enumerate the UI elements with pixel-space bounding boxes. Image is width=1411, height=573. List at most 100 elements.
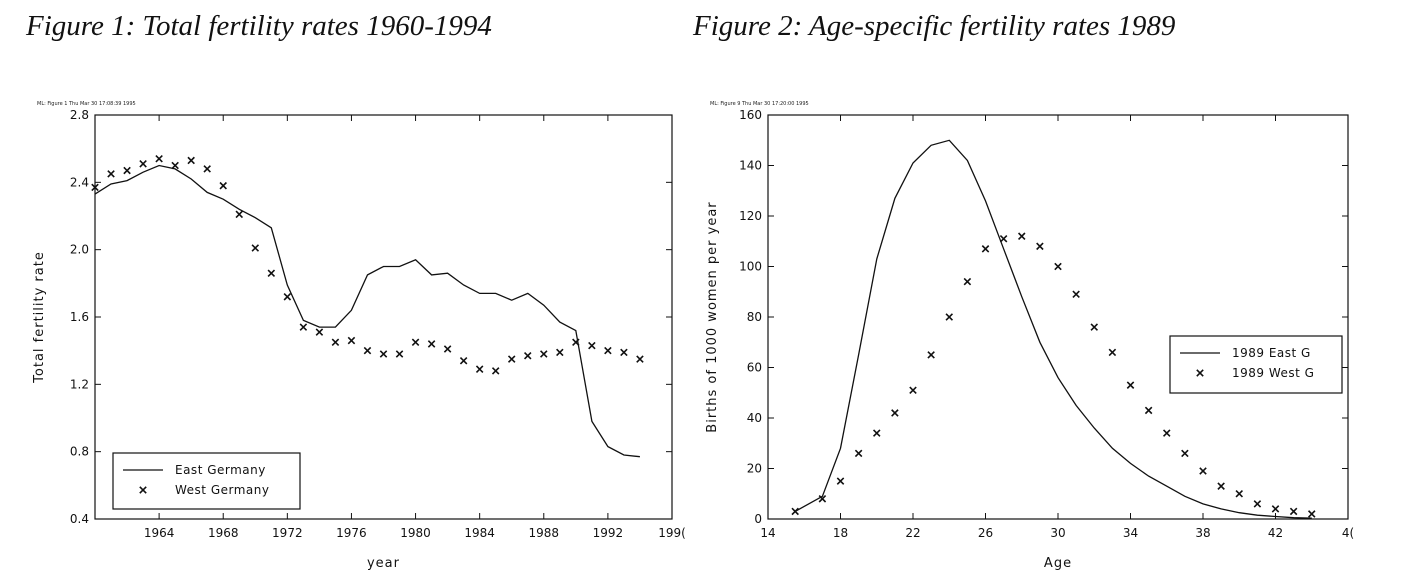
chart2-1989-west-g-point	[836, 477, 845, 485]
chart1-x-tick-label: 199(	[658, 526, 686, 540]
chart1-y-tick-label: 2.8	[70, 108, 89, 122]
chart2-y-tick-label: 20	[747, 462, 762, 476]
chart1-west-germany-point	[588, 341, 596, 350]
chart2-1989-west-g-point	[1090, 323, 1099, 331]
chart1-west-germany-point	[123, 166, 131, 175]
chart1-west-germany-point	[604, 346, 612, 355]
chart2-1989-east-g-line	[794, 139, 1312, 519]
chart1-x-tick-label: 1968	[208, 526, 239, 540]
chart2-1989-west-g-point	[1307, 510, 1316, 518]
chart1-west-germany-point	[411, 338, 420, 347]
chart1-west-germany-point	[636, 355, 644, 363]
chart1-west-germany-point	[139, 160, 147, 168]
chart1-west-germany-point	[283, 293, 292, 301]
chart2-x-tick-label: 30	[1050, 526, 1065, 540]
chart1-west-germany-point	[523, 351, 532, 360]
chart2-legend-1989-west-g-label: 1989 West G	[1232, 366, 1314, 380]
chart2-1989-west-g-point	[854, 449, 863, 458]
chart2-1989-west-g-point	[1126, 381, 1135, 389]
chart2-1989-west-g-point	[927, 351, 935, 359]
chart1-west-germany-point	[475, 365, 484, 373]
chart1-west-germany-point	[363, 346, 372, 355]
chart2-x-axis-label: Age	[1044, 556, 1072, 571]
chart1-west-germany-point	[507, 355, 516, 363]
chart2-legend-box	[1169, 335, 1343, 394]
chart1-legend-west-germany-label: West Germany	[175, 483, 269, 497]
chart1-x-tick-label: 1976	[336, 526, 367, 540]
chart2-1989-west-g-point	[791, 507, 799, 516]
chart1-x-axis-label: year	[367, 556, 400, 571]
chart2-y-tick-label: 0	[754, 512, 762, 526]
chart1-y-tick-label: 0.8	[70, 445, 89, 459]
chart1-west-germany-point	[267, 269, 276, 277]
chart2-x-tick-label: 42	[1268, 526, 1283, 540]
chart1-x-tick-label: 1984	[464, 526, 495, 540]
chart1-west-germany-point	[299, 323, 308, 331]
chart1-x-tick-label: 1972	[272, 526, 303, 540]
chart2-x-tick-label: 4(	[1342, 526, 1354, 540]
chart2-x-tick-label: 26	[978, 526, 993, 540]
chart2-1989-west-g-point	[1144, 406, 1153, 415]
chart2-y-tick-label: 80	[747, 310, 762, 324]
chart1-x-tick-label: 1992	[593, 526, 624, 540]
chart2-1989-west-g-point	[872, 429, 881, 437]
chart2-1989-west-g-point	[1072, 290, 1080, 299]
chart1-west-germany-point	[620, 348, 628, 357]
chart2-1989-west-g-point	[1054, 262, 1062, 271]
chart1-west-germany-point	[251, 244, 260, 252]
chart2-y-axis-label: Births of 1000 women per year	[705, 201, 720, 432]
chart2-header-stamp: ML: Figure 9 Thu Mar 30 17:20:00 1995	[710, 101, 809, 107]
chart2-1989-west-g-point	[1017, 232, 1026, 240]
chart1-west-germany-point	[443, 345, 452, 353]
chart2-y-tick-label: 60	[747, 361, 762, 375]
chart1-y-tick-label: 2.0	[70, 243, 89, 257]
chart1-legend-box	[112, 452, 301, 510]
chart1-west-germany-point	[171, 161, 179, 170]
chart1-y-tick-label: 2.4	[70, 175, 89, 189]
chart2-x-tick-label: 14	[760, 526, 775, 540]
chart2-x-tick-label: 22	[905, 526, 920, 540]
chart2-legend-1989-west-g-swatch	[1196, 369, 1204, 377]
chart1-legend-west-germany-swatch	[139, 486, 147, 494]
chart2-1989-west-g-point	[909, 386, 917, 394]
chart1-west-germany-point	[572, 338, 580, 347]
chart1-y-tick-label: 1.6	[70, 310, 89, 324]
chart1-west-germany-point	[540, 350, 548, 358]
chart1-west-germany-point	[491, 367, 500, 375]
chart2-1989-west-g-point	[945, 313, 954, 321]
chart2-y-tick-label: 140	[739, 159, 762, 173]
chart1-west-germany-point	[459, 357, 468, 365]
chart2-x-tick-label: 34	[1123, 526, 1138, 540]
chart2-1989-west-g-point	[818, 495, 827, 503]
chart1-west-germany-point	[347, 336, 356, 345]
chart2-1989-west-g-point	[1162, 429, 1171, 437]
chart1-west-germany-point	[379, 350, 388, 358]
chart2-1989-west-g-point	[1235, 489, 1244, 498]
chart2-y-tick-label: 40	[747, 411, 762, 425]
chart2-1989-west-g-point	[1289, 507, 1298, 516]
figure-1-title: Figure 1: Total fertility rates 1960-199…	[26, 10, 492, 42]
chart2-1989-west-g-point	[963, 277, 972, 286]
chart2-1989-west-g-point	[1036, 242, 1044, 251]
chart2-1989-west-g-point	[1181, 449, 1189, 458]
chart2-1989-west-g-point	[1199, 467, 1207, 475]
chart1-y-tick-label: 1.2	[70, 377, 89, 391]
chart2-1989-west-g-point	[999, 234, 1008, 243]
chart1-legend-east-germany-label: East Germany	[175, 463, 266, 477]
chart2-1989-west-g-point	[1271, 505, 1280, 513]
chart1-west-germany-point	[155, 155, 163, 163]
chart1-west-germany-point	[427, 340, 436, 348]
chart1-west-germany-point	[235, 210, 244, 219]
chart1-west-germany-point	[187, 156, 195, 165]
chart1-west-germany-point	[556, 348, 564, 357]
chart1-x-tick-label: 1964	[144, 526, 175, 540]
chart1-west-germany-point	[203, 165, 211, 173]
chart2-1989-west-g-point	[1253, 500, 1262, 508]
chart1-west-germany-point	[107, 170, 115, 178]
chart1-west-germany-point	[331, 338, 340, 347]
chart2-x-tick-label: 18	[833, 526, 848, 540]
chart2-x-tick-label: 38	[1195, 526, 1210, 540]
chart2-y-tick-label: 160	[739, 108, 762, 122]
chart1-x-tick-label: 1988	[529, 526, 560, 540]
